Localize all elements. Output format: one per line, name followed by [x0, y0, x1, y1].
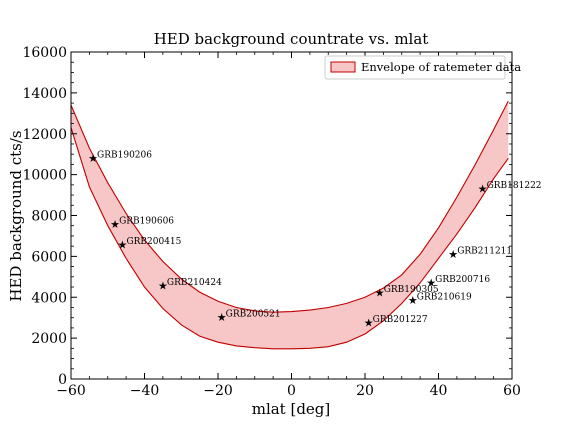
x-tick-label: −40 [130, 383, 160, 399]
y-tick-label: 8000 [31, 209, 67, 225]
legend-swatch [330, 61, 356, 73]
point-marker: ★ [364, 316, 374, 329]
axis-ticks: −60 −40 −20 0 20 40 60 0 2000 4000 6000 8000 10000 12… [22, 45, 520, 399]
point-marker: ★ [408, 294, 418, 307]
y-axis-label: HED background cts/s [7, 130, 25, 301]
point-label: GRB200415 [126, 237, 181, 247]
y-tick-label: 6000 [31, 249, 67, 265]
y-tick-label: 16000 [22, 45, 67, 61]
y-tick-label: 0 [58, 372, 67, 388]
point-label: GRB210424 [167, 278, 222, 288]
point-label: GRB181222 [487, 181, 542, 191]
point-marker: ★ [88, 152, 98, 165]
point-marker: ★ [158, 280, 168, 293]
x-tick-label: −20 [203, 383, 233, 399]
legend-label: Envelope of ratemeter data [361, 60, 521, 74]
point-marker: ★ [448, 248, 458, 261]
x-tick-label: −60 [56, 383, 86, 399]
point-label: GRB190305 [384, 285, 439, 295]
point-marker: ★ [426, 276, 436, 289]
x-axis-label: mlat [deg] [252, 400, 331, 418]
point-label: GRB210619 [417, 292, 472, 302]
point-label: GRB211211 [457, 246, 512, 256]
legend-box [324, 55, 506, 80]
chart-title: HED background countrate vs. mlat [154, 30, 429, 48]
y-tick-label: 4000 [31, 290, 67, 306]
point-marker: ★ [478, 182, 488, 195]
y-tick-label: 14000 [22, 86, 67, 102]
envelope-lower-line [70, 127, 509, 350]
point-marker: ★ [375, 287, 385, 300]
envelope-upper-line [70, 100, 509, 313]
y-tick-label: 12000 [22, 127, 67, 143]
points-layer: ★ GRB190206★ GRB190606★ GRB200415★ GRB210424… [88, 150, 541, 329]
point-label: GRB190606 [119, 217, 174, 227]
envelope-layer [70, 100, 509, 350]
point-marker: ★ [118, 239, 128, 252]
x-tick-label: 0 [287, 383, 296, 399]
envelope-fill [71, 101, 509, 349]
x-tick-label: 60 [503, 383, 521, 399]
y-tick-label: 10000 [22, 168, 67, 184]
point-label: GRB200716 [435, 275, 490, 285]
x-tick-label: 40 [430, 383, 448, 399]
point-label: GRB190206 [97, 150, 152, 160]
point-label: GRB201227 [373, 315, 428, 325]
point-marker: ★ [110, 218, 120, 231]
point-label: GRB200521 [226, 310, 281, 320]
y-tick-label: 2000 [31, 331, 67, 347]
x-tick-label: 20 [356, 383, 374, 399]
legend: Envelope of ratemeter data [324, 55, 521, 80]
point-marker: ★ [217, 311, 227, 324]
